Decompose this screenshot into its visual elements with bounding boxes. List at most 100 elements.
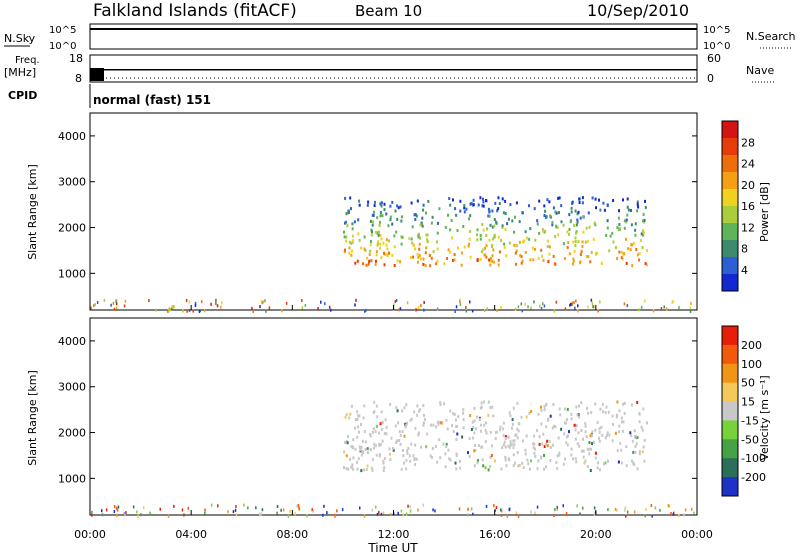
echo-cell <box>382 241 385 245</box>
echo-cell <box>460 263 463 267</box>
echo-cell <box>538 435 541 439</box>
echo-cell <box>400 509 403 513</box>
echo-cell <box>641 246 644 249</box>
echo-cell <box>377 233 380 237</box>
echo-cell <box>243 503 245 507</box>
echo-cell <box>260 300 263 303</box>
echo-cell <box>289 509 291 513</box>
echo-cell <box>624 506 627 510</box>
echo-cell <box>529 227 532 231</box>
echo-cell <box>534 447 536 451</box>
echo-cell <box>576 218 579 222</box>
echo-cell <box>640 305 643 309</box>
echo-cell <box>93 304 95 308</box>
echo-cell <box>347 209 350 213</box>
echo-cell <box>374 430 377 433</box>
echo-cell <box>591 302 594 305</box>
echo-cell <box>474 443 476 447</box>
echo-cell <box>611 414 614 418</box>
power-echoes <box>90 196 692 313</box>
echo-cell <box>510 442 513 446</box>
echo-cell <box>564 307 567 311</box>
echo-cell <box>578 444 581 448</box>
y-tick-label: 2000 <box>58 222 86 235</box>
echo-cell <box>630 403 633 407</box>
echo-cell <box>538 442 541 446</box>
echo-cell <box>357 414 360 418</box>
echo-cell <box>522 466 525 470</box>
echo-cell <box>678 306 680 310</box>
echo-cell <box>553 424 556 428</box>
echo-cell <box>113 505 116 509</box>
echo-cell <box>570 413 573 416</box>
echo-cell <box>568 430 570 434</box>
echo-cell <box>630 434 633 438</box>
echo-cell <box>559 413 562 417</box>
echo-cell <box>373 400 376 404</box>
echo-cell <box>365 309 367 312</box>
echo-cell <box>551 223 554 227</box>
echo-cell <box>562 504 564 508</box>
echo-cell <box>435 262 438 266</box>
echo-cell <box>543 304 546 308</box>
colorbar-frame <box>721 325 739 497</box>
echo-cell <box>552 403 555 406</box>
echo-cell <box>429 264 432 268</box>
echo-cell <box>625 514 627 518</box>
echo-cell <box>384 418 387 422</box>
echo-cell <box>167 514 170 518</box>
echo-cell <box>577 413 580 416</box>
echo-cell <box>577 240 580 243</box>
nsky-label: N.Sky <box>4 32 36 45</box>
nsky-tick-top: 10^5 <box>49 25 76 36</box>
echo-cell <box>607 459 609 463</box>
echo-cell <box>397 206 400 210</box>
echo-cell <box>554 425 557 429</box>
echo-cell <box>569 303 571 307</box>
echo-cell <box>690 301 692 305</box>
echo-cell <box>500 508 502 512</box>
echo-cell <box>626 304 629 308</box>
echo-cell <box>137 514 139 518</box>
echo-cell <box>416 404 419 408</box>
echo-cell <box>572 240 575 244</box>
colorbar-tick-label: 200 <box>741 339 762 352</box>
echo-cell <box>414 218 417 221</box>
echo-cell <box>453 412 456 416</box>
echo-cell <box>385 253 388 256</box>
echo-cell <box>410 237 413 241</box>
echo-cell <box>617 216 620 220</box>
echo-cell <box>445 418 448 422</box>
echo-cell <box>459 466 462 470</box>
echo-cell <box>402 454 405 458</box>
echo-cell <box>579 253 582 257</box>
echo-cell <box>482 197 484 201</box>
echo-cell <box>594 428 597 432</box>
echo-cell <box>599 468 601 472</box>
echo-cell <box>587 255 590 259</box>
echo-cell <box>351 239 354 243</box>
echo-cell <box>386 254 389 258</box>
echo-cell <box>385 243 388 247</box>
echo-cell <box>570 453 573 457</box>
echo-cell <box>493 504 495 508</box>
echo-cell <box>482 204 485 208</box>
colorbar-swatch <box>722 326 738 346</box>
echo-cell <box>422 423 425 427</box>
echo-cell <box>204 508 206 512</box>
echo-cell <box>187 506 190 510</box>
y-tick-label: 2000 <box>58 427 86 440</box>
echo-cell <box>538 199 541 203</box>
echo-cell <box>351 445 354 449</box>
echo-cell <box>642 233 645 237</box>
echo-cell <box>576 504 578 508</box>
echo-cell <box>380 256 383 260</box>
echo-cell <box>503 440 506 444</box>
echo-cell <box>643 220 646 224</box>
echo-cell <box>525 236 528 240</box>
echo-cell <box>306 514 308 518</box>
echo-cell <box>487 207 490 211</box>
echo-cell <box>470 507 473 511</box>
echo-cell <box>227 510 229 514</box>
echo-cell <box>582 506 584 510</box>
